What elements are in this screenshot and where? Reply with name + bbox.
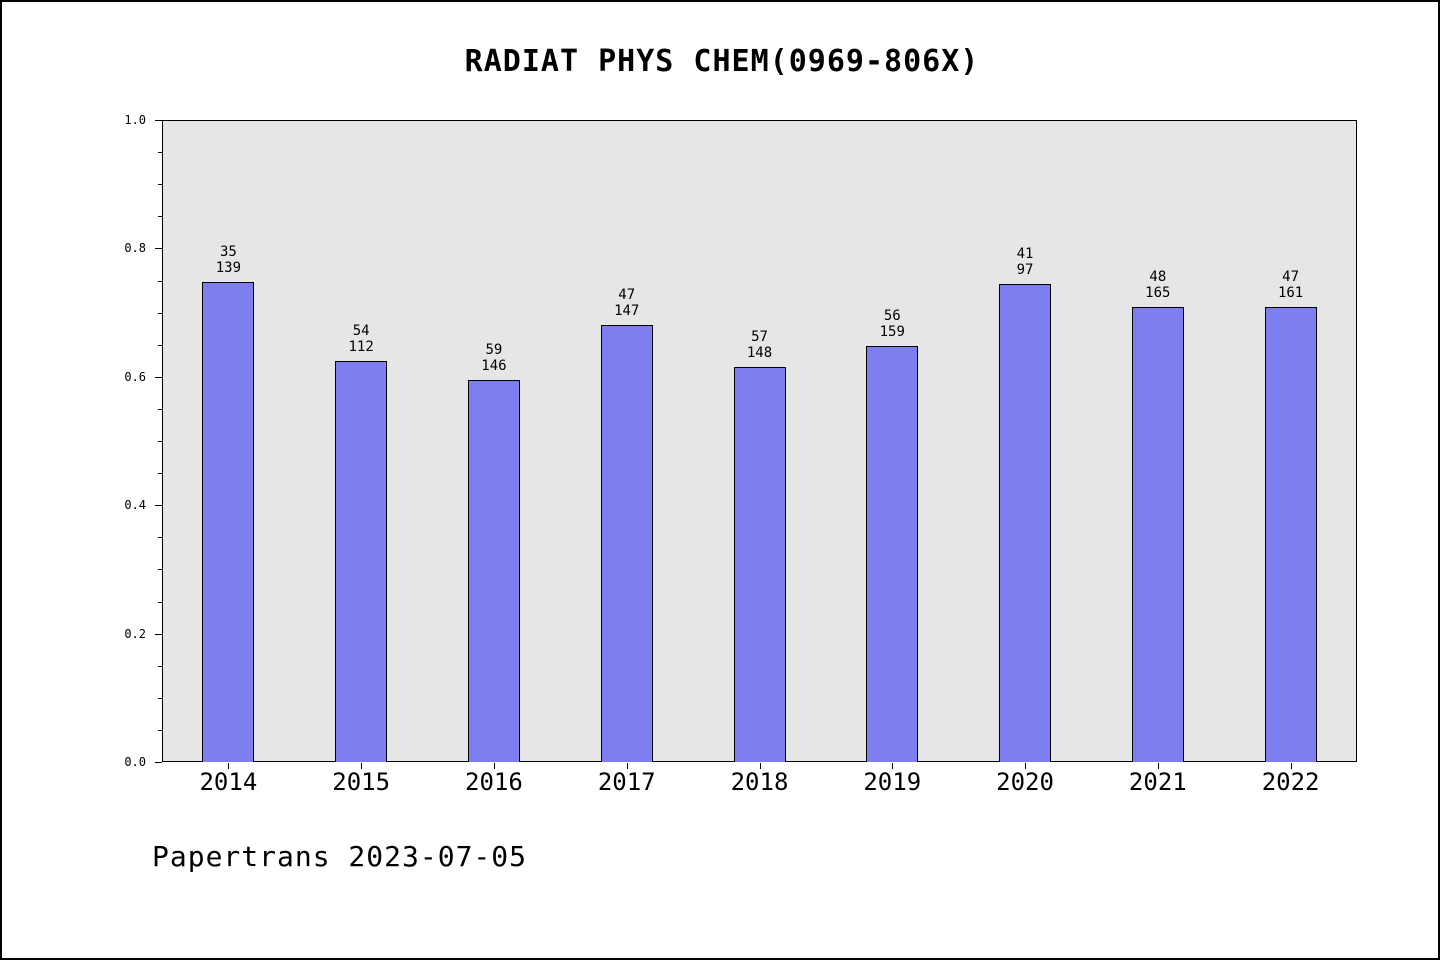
y-tick-label: 0.4: [124, 498, 146, 513]
bar-total-value: 97: [1016, 261, 1034, 278]
y-tick-label: 0.0: [124, 755, 146, 769]
y-tick-label: 0.2: [124, 626, 146, 641]
y-tick-mark: [155, 505, 162, 507]
bar-total-value: 165: [1145, 285, 1171, 302]
bar-2022: [1264, 307, 1317, 762]
bar-rank-value: 54: [352, 322, 370, 339]
bar-rank-value: 59: [485, 342, 503, 358]
y-minor-tick-mark: [158, 697, 162, 699]
bar-2018: [733, 367, 786, 762]
bar-total-value: 161: [1277, 285, 1304, 302]
x-tick-mark: [1025, 763, 1027, 769]
y-minor-tick-mark: [158, 280, 162, 282]
bar-value-label-2018: 57 148: [700, 329, 820, 361]
y-tick-mark: [155, 633, 162, 635]
y-minor-tick-mark: [158, 473, 162, 475]
x-tick-mark: [1157, 763, 1159, 769]
x-tick-label-2014: 2014: [199, 768, 258, 796]
y-minor-tick-mark: [158, 344, 162, 346]
bar-total-value: 159: [879, 323, 905, 340]
y-tick-label: 1.0: [124, 113, 146, 127]
x-tick-label-2022: 2022: [1261, 768, 1320, 796]
bar-rank-value: 57: [751, 329, 768, 346]
bar-rank-value: 47: [1282, 269, 1300, 286]
y-minor-tick-mark: [158, 312, 162, 314]
bar-2020: [999, 283, 1052, 762]
y-tick-mark: [155, 762, 162, 763]
x-tick-label-2018: 2018: [730, 768, 789, 796]
bar-value-label-2016: 59 146: [434, 342, 554, 374]
bar-total-value: 147: [614, 303, 640, 320]
x-tick-label-2016: 2016: [465, 768, 523, 796]
y-minor-tick-mark: [158, 408, 162, 410]
bar-value-label-2021: 48 165: [1098, 269, 1218, 301]
bar-2017: [600, 325, 653, 762]
x-tick-label-2017: 2017: [597, 768, 656, 796]
bar-value-label-2020: 41 97: [965, 246, 1085, 278]
x-tick-mark: [626, 763, 628, 769]
bar-total-value: 112: [348, 338, 374, 355]
y-minor-tick-mark: [158, 601, 162, 603]
y-tick-label: 0.6: [124, 369, 146, 384]
y-minor-tick-mark: [158, 441, 162, 442]
footer-note: Papertrans 2023-07-05: [152, 840, 528, 873]
bar-total-value: 139: [215, 259, 242, 276]
x-tick-label-2020: 2020: [996, 768, 1054, 796]
bar-2015: [335, 360, 388, 762]
x-tick-mark: [361, 763, 363, 769]
y-minor-tick-mark: [158, 537, 162, 539]
y-tick-mark: [155, 120, 162, 121]
y-minor-tick-mark: [158, 152, 162, 154]
bar-2021: [1131, 307, 1184, 762]
bar-rank-value: 41: [1016, 245, 1034, 262]
y-minor-tick-mark: [158, 665, 162, 667]
bar-2019: [866, 345, 919, 762]
bar-2016: [467, 380, 520, 762]
x-tick-mark: [759, 763, 761, 769]
bar-rank-value: 35: [219, 243, 237, 260]
y-minor-tick-mark: [158, 184, 162, 186]
bar-value-label-2022: 47 161: [1231, 269, 1351, 301]
x-tick-mark: [228, 763, 230, 769]
y-minor-tick-mark: [158, 729, 162, 731]
x-tick-label-2021: 2021: [1128, 768, 1187, 796]
bar-rank-value: 48: [1149, 269, 1167, 286]
y-tick-label: 0.8: [124, 241, 146, 256]
chart-title: RADIAT PHYS CHEM(0969-806X): [464, 44, 980, 79]
x-tick-mark: [493, 763, 495, 769]
bar-rank-value: 47: [618, 287, 636, 304]
x-tick-mark: [1290, 763, 1292, 769]
y-tick-mark: [155, 376, 162, 378]
y-tick-mark: [155, 248, 162, 250]
bar-total-value: 146: [481, 358, 507, 374]
bar-2014: [202, 281, 255, 762]
y-minor-tick-mark: [158, 569, 162, 571]
bar-rank-value: 56: [883, 307, 901, 324]
bar-total-value: 148: [746, 345, 773, 362]
bar-value-label-2014: 35 139: [168, 244, 288, 276]
bar-value-label-2017: 47 147: [567, 287, 687, 319]
x-tick-label-2019: 2019: [863, 768, 922, 796]
y-minor-tick-mark: [158, 216, 162, 218]
x-tick-label-2015: 2015: [332, 768, 391, 796]
bar-value-label-2015: 54 112: [301, 323, 421, 355]
bar-value-label-2019: 56 159: [832, 308, 952, 340]
x-tick-mark: [892, 763, 894, 769]
